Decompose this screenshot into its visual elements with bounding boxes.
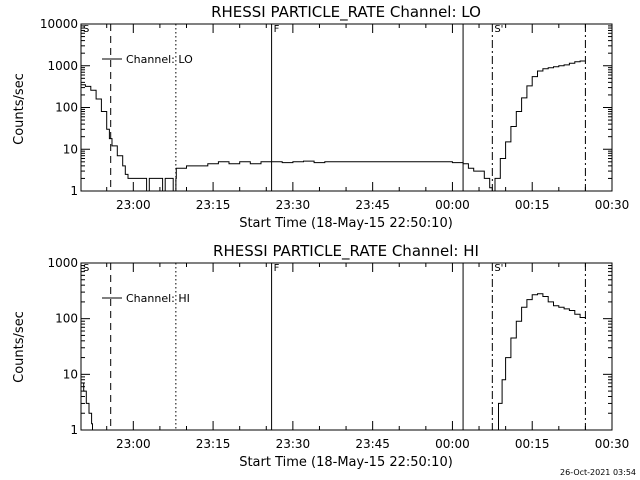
panel-hi-title: RHESSI PARTICLE_RATE Channel: HI (213, 242, 479, 261)
panel-lo-xtick-label: 00:00 (435, 198, 470, 212)
panel-lo-ytick-label: 1 (70, 184, 78, 198)
panel-hi-xtick-label: 23:15 (196, 437, 231, 451)
panel-lo-ytick-label: 100 (55, 101, 78, 115)
panel-lo-series-line (81, 60, 586, 192)
footer-timestamp: 26-Oct-2021 03:54 (560, 468, 636, 477)
panel-hi-marker-label: S (83, 263, 89, 274)
panel-hi-xtick-label: 23:30 (276, 437, 311, 451)
panel-hi-xlabel: Start Time (18-May-15 22:50:10) (239, 455, 453, 470)
panel-hi-marker-label: S' (494, 263, 503, 274)
panel-hi-ytick-label: 10 (63, 367, 78, 381)
panel-lo-xtick-label: 00:30 (595, 198, 630, 212)
panel-lo-xlabel: Start Time (18-May-15 22:50:10) (239, 216, 453, 231)
panel-hi-ytick-label: 1 (70, 423, 78, 437)
panel-lo-xtick-label: 00:15 (515, 198, 550, 212)
panel-hi-xtick-label: 23:00 (116, 437, 151, 451)
panel-hi-marker-label: F (274, 263, 280, 274)
panel-hi-series-line (81, 293, 586, 431)
panel-lo-title: RHESSI PARTICLE_RATE Channel: LO (211, 3, 481, 22)
panel-lo-ytick-label: 10000 (40, 17, 78, 31)
panel-lo-ylabel: Counts/sec (12, 73, 27, 145)
panel-hi-ylabel: Counts/sec (12, 311, 27, 383)
panel-lo-marker-label: F (274, 24, 280, 35)
panel-lo-xtick-label: 23:30 (276, 198, 311, 212)
panel-lo-ytick-label: 10 (63, 142, 78, 156)
panel-hi-plot: 1 10 100 1000 23:00 23:15 23:30 23:45 00:00 00:15… (47, 256, 629, 451)
panel-lo-frame (80, 23, 613, 192)
panel-hi-legend-label: Channel: HI (126, 292, 190, 305)
panel-lo-xtick-label: 23:45 (355, 198, 390, 212)
panel-hi-xtick-label: 23:45 (355, 437, 390, 451)
panel-lo-xtick-label: 23:15 (196, 198, 231, 212)
panel-lo-ytick-label: 1000 (47, 59, 78, 73)
panel-hi-frame (80, 262, 613, 431)
panel-lo-legend-label: Channel: LO (126, 53, 193, 66)
panel-lo-marker-label: S (83, 24, 89, 35)
panel-hi-xtick-label: 00:30 (595, 437, 630, 451)
panel-hi-ytick-label: 100 (55, 312, 78, 326)
panel-hi-ytick-label: 1000 (47, 256, 78, 270)
panel-hi-xtick-label: 00:00 (435, 437, 470, 451)
panel-hi-xtick-label: 00:15 (515, 437, 550, 451)
panel-lo-xtick-label: 23:00 (116, 198, 151, 212)
panel-lo-plot: 1 10 100 1000 10000 23:00 23:15 23:30 23:45 00:00… (40, 17, 629, 212)
panel-lo-marker-label: S' (494, 24, 503, 35)
